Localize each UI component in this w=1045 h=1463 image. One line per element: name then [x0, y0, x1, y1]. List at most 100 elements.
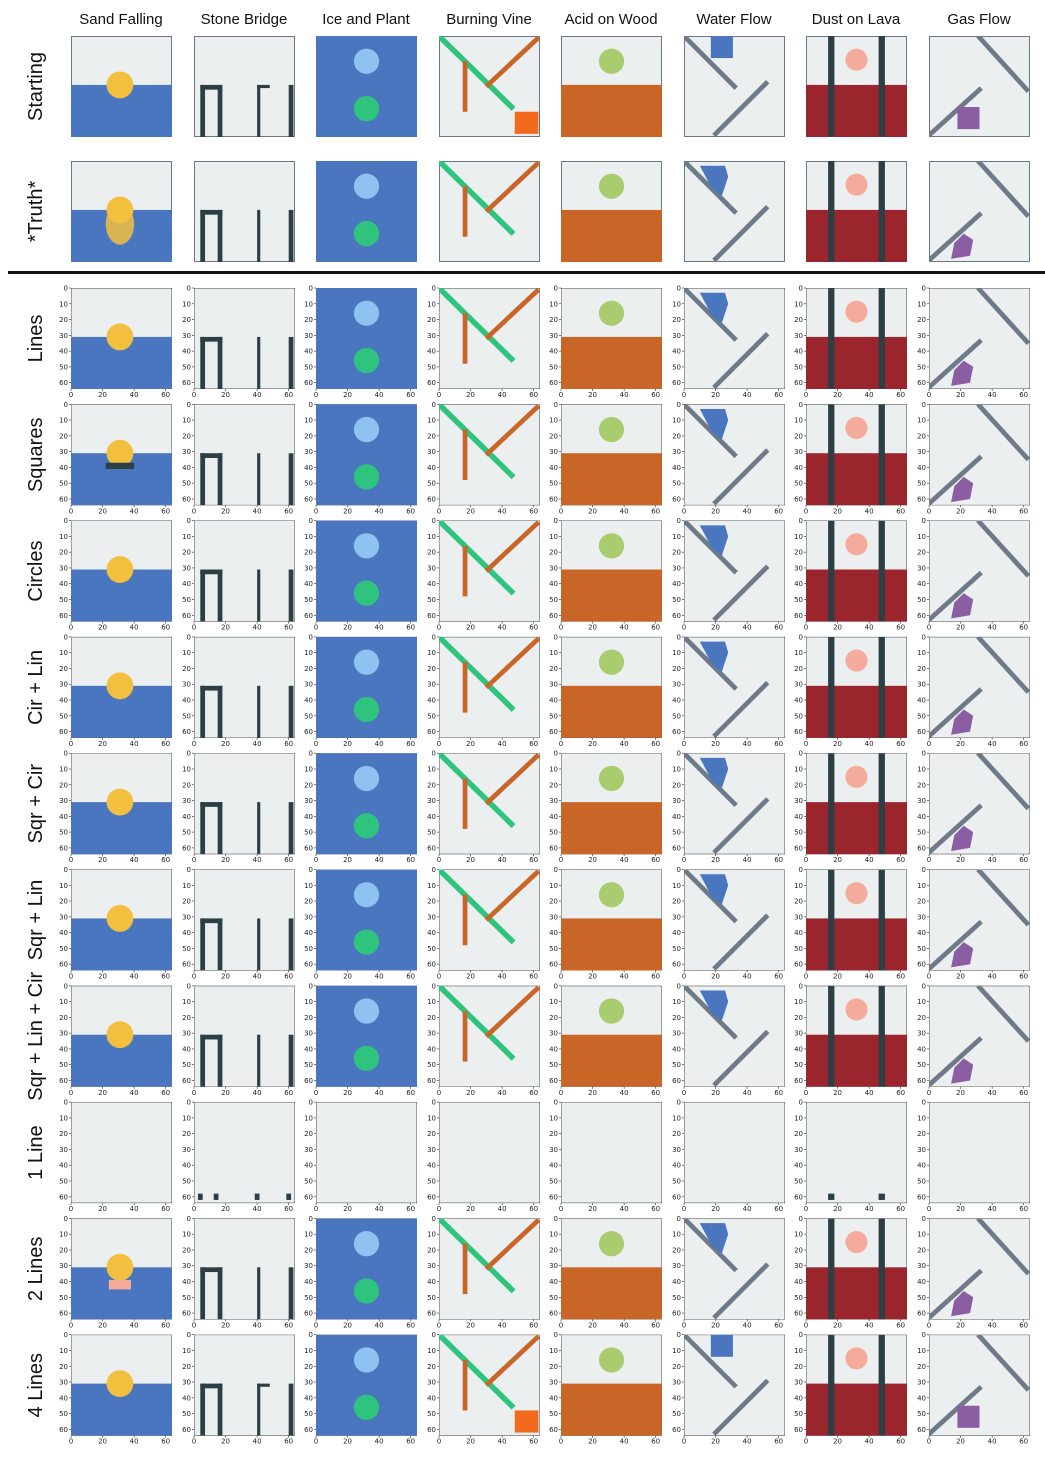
- y-tick-label: 60: [182, 1426, 191, 1434]
- wood-post: [462, 894, 468, 946]
- y-tick-label: 0: [64, 517, 68, 525]
- y-tick-label: 20: [427, 316, 436, 324]
- panel-sqr-cir-burning-vine: [439, 753, 540, 855]
- water-block: [710, 1334, 733, 1357]
- y-tick-label: 30: [182, 1146, 191, 1154]
- panel-circles-water-flow: [684, 520, 785, 622]
- panel-circles-sand-falling: [71, 520, 172, 622]
- y-tick-label: 40: [59, 348, 68, 356]
- y-tick-label: 40: [427, 813, 436, 821]
- y-tick-label: 10: [304, 300, 313, 308]
- x-tick-label: 40: [743, 1205, 752, 1213]
- ice-blob: [353, 882, 380, 908]
- y-tick-label: 50: [304, 712, 313, 720]
- y-tick-label: 0: [799, 633, 803, 641]
- x-tick-label: 0: [682, 856, 686, 864]
- y-tick-label: 0: [799, 1331, 803, 1339]
- y-tick-label: 20: [917, 432, 926, 440]
- panel-scene: [684, 1334, 770, 1436]
- y-tick-label: 60: [59, 1426, 68, 1434]
- y-tick-label: 0: [922, 1215, 926, 1223]
- panel-starting-water-flow: [684, 36, 785, 137]
- y-tick-label: 60: [549, 961, 558, 969]
- y-tick-label: 50: [182, 596, 191, 604]
- x-tick-label: 40: [253, 507, 262, 515]
- acid-blob: [598, 649, 625, 675]
- stone-pillar: [878, 520, 885, 622]
- x-tick-label: 20: [711, 740, 720, 748]
- y-tick-label: 10: [672, 1231, 681, 1239]
- x-tick-label: 0: [559, 856, 563, 864]
- panel-truth-dust-on-lava: [806, 161, 907, 262]
- row-label-sqr-lin: Sqr + Lin: [25, 880, 47, 961]
- y-tick-label: 10: [917, 998, 926, 1006]
- panel-scene: [684, 1218, 770, 1320]
- stone-pillar: [200, 84, 206, 137]
- stone-pillar: [288, 84, 294, 137]
- y-tick-label: 50: [304, 596, 313, 604]
- x-tick-label: 60: [161, 1205, 170, 1213]
- y-tick-label: 60: [427, 379, 436, 387]
- y-tick-label: 50: [672, 829, 681, 837]
- plant-blob: [353, 1278, 380, 1304]
- y-tick-label: 30: [549, 913, 558, 921]
- y-tick-label: 20: [304, 549, 313, 557]
- row-label-2-lines: 2 Lines: [25, 1237, 47, 1302]
- metal-ramp: [976, 404, 1030, 462]
- column-title-stone-bridge: Stone Bridge: [201, 11, 288, 28]
- x-tick-label: 60: [1019, 740, 1028, 748]
- panel-2-lines-burning-vine: [439, 1218, 540, 1320]
- y-tick-label: 50: [794, 596, 803, 604]
- x-tick-label: 20: [956, 1438, 965, 1446]
- sand-blob: [106, 1370, 134, 1398]
- y-tick-label: 50: [672, 1294, 681, 1302]
- metal-ramp: [976, 1218, 1030, 1276]
- stone-pillar: [288, 918, 294, 971]
- x-tick-label: 0: [314, 856, 318, 864]
- stone-pillar: [878, 1334, 885, 1436]
- x-tick-label: 0: [927, 391, 931, 399]
- y-tick-label: 30: [549, 332, 558, 340]
- y-tick-label: 50: [427, 1294, 436, 1302]
- y-tick-label: 40: [427, 1394, 436, 1402]
- wood-post: [462, 1011, 468, 1062]
- panel-scene: [684, 753, 770, 855]
- y-tick-label: 30: [794, 1030, 803, 1038]
- x-tick-label: 20: [833, 1438, 842, 1446]
- panel-squares-stone-bridge: [194, 404, 295, 506]
- panel-sqr-cir-dust-on-lava: [806, 753, 907, 855]
- y-tick-label: 30: [182, 1030, 191, 1038]
- water-spill: [699, 409, 729, 440]
- y-tick-label: 40: [794, 1162, 803, 1170]
- ice-blob: [353, 173, 380, 199]
- x-tick-label: 60: [1019, 1205, 1028, 1213]
- panel-sqr-lin-cir-gas-flow: [929, 985, 1030, 1087]
- y-tick-label: 30: [549, 564, 558, 572]
- panel-scene: [561, 1231, 662, 1320]
- x-tick-label: 40: [498, 391, 507, 399]
- panel-scene: [200, 84, 294, 137]
- y-tick-label: 0: [799, 517, 803, 525]
- y-tick-label: 60: [794, 495, 803, 503]
- fire-block: [514, 111, 539, 134]
- x-tick-label: 60: [284, 1438, 293, 1446]
- x-tick-label: 0: [682, 391, 686, 399]
- x-tick-label: 40: [743, 856, 752, 864]
- y-tick-label: 10: [794, 1114, 803, 1122]
- x-tick-label: 60: [1019, 507, 1028, 515]
- stone-pillar: [217, 209, 223, 262]
- y-tick-label: 10: [917, 1114, 926, 1122]
- y-tick-label: 10: [794, 765, 803, 773]
- panel-sqr-lin-gas-flow: [929, 869, 1030, 971]
- x-tick-label: 0: [804, 856, 808, 864]
- x-tick-label: 0: [192, 391, 196, 399]
- x-tick-label: 0: [192, 1089, 196, 1097]
- x-tick-label: 20: [588, 1438, 597, 1446]
